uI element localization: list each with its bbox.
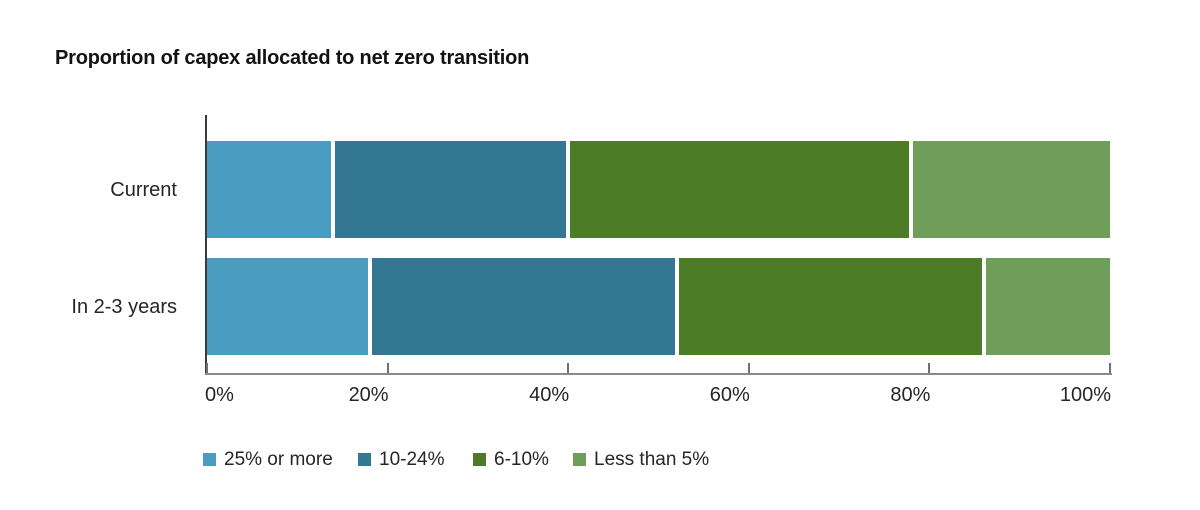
bar-segment xyxy=(335,141,567,238)
x-tick-label: 80% xyxy=(890,384,931,406)
x-tick-label: 20% xyxy=(348,384,389,406)
legend-label: 10-24% xyxy=(379,449,445,470)
bar-segment xyxy=(913,141,1110,238)
y-axis-line xyxy=(205,115,207,375)
category-label: In 2-3 years xyxy=(71,295,177,318)
bar-segment xyxy=(207,141,332,238)
legend-swatch xyxy=(473,453,486,466)
bar-segment xyxy=(678,258,982,355)
category-label: Current xyxy=(110,178,177,201)
legend-label: 6-10% xyxy=(494,449,549,470)
x-axis-line xyxy=(205,373,1112,375)
legend-swatch xyxy=(358,453,371,466)
x-axis-tick xyxy=(1109,363,1111,373)
x-tick-label: 100% xyxy=(1059,384,1111,406)
bar-segment xyxy=(570,141,910,238)
legend-label: 25% or more xyxy=(224,449,333,470)
x-tick-label: 60% xyxy=(709,384,750,406)
bar-segment xyxy=(207,258,368,355)
legend-swatch xyxy=(203,453,216,466)
x-axis-tick xyxy=(206,363,208,373)
x-axis-tick xyxy=(386,363,389,373)
x-tick-label: 40% xyxy=(529,384,570,406)
x-tick-label: 0% xyxy=(205,384,234,406)
x-axis-tick xyxy=(928,363,931,373)
chart-title: Proportion of capex allocated to net zer… xyxy=(55,47,530,69)
legend-swatch xyxy=(573,453,586,466)
bar-row-current xyxy=(207,141,1110,238)
bar-segment xyxy=(371,258,675,355)
x-axis-tick xyxy=(567,363,570,373)
bar-segment xyxy=(985,258,1110,355)
x-axis-tick xyxy=(747,363,750,373)
legend-label: Less than 5% xyxy=(594,449,710,470)
bar-row-in-2-3-years xyxy=(207,258,1110,355)
